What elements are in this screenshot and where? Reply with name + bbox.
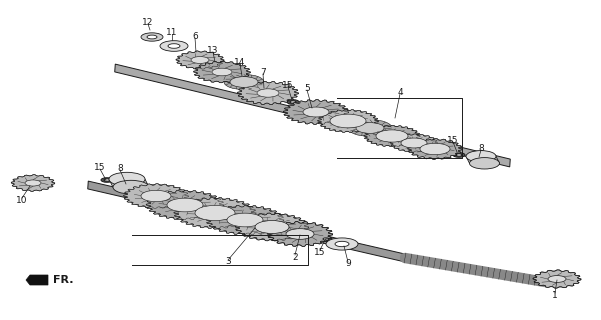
Ellipse shape: [209, 206, 281, 234]
Polygon shape: [267, 222, 333, 246]
Text: 9: 9: [345, 260, 351, 268]
Ellipse shape: [270, 223, 330, 245]
Ellipse shape: [257, 89, 279, 97]
Polygon shape: [176, 51, 224, 69]
Ellipse shape: [230, 77, 258, 87]
Text: 15: 15: [94, 163, 106, 172]
Text: 15: 15: [282, 81, 294, 90]
Ellipse shape: [303, 107, 329, 117]
Polygon shape: [318, 109, 378, 132]
Text: 11: 11: [166, 28, 178, 36]
Ellipse shape: [212, 68, 232, 76]
Ellipse shape: [326, 238, 358, 250]
Polygon shape: [194, 61, 251, 83]
Polygon shape: [364, 125, 420, 147]
Ellipse shape: [366, 126, 418, 146]
Text: 8: 8: [117, 164, 123, 172]
Polygon shape: [407, 139, 462, 159]
Text: 5: 5: [304, 84, 310, 92]
Polygon shape: [235, 213, 309, 241]
Ellipse shape: [320, 110, 376, 132]
Polygon shape: [466, 156, 499, 163]
Polygon shape: [206, 205, 284, 235]
Ellipse shape: [286, 229, 314, 239]
Ellipse shape: [195, 205, 235, 220]
Ellipse shape: [535, 271, 579, 287]
Ellipse shape: [356, 123, 384, 133]
Ellipse shape: [466, 151, 496, 162]
Polygon shape: [237, 81, 299, 105]
Ellipse shape: [286, 100, 346, 124]
Ellipse shape: [410, 140, 460, 158]
Ellipse shape: [238, 214, 306, 240]
Polygon shape: [88, 181, 405, 262]
Ellipse shape: [255, 220, 289, 234]
Ellipse shape: [178, 52, 222, 68]
Ellipse shape: [196, 62, 248, 82]
Polygon shape: [283, 100, 349, 124]
Polygon shape: [109, 179, 149, 187]
Ellipse shape: [323, 238, 329, 240]
Ellipse shape: [330, 114, 366, 128]
Text: 4: 4: [397, 87, 403, 97]
Ellipse shape: [160, 41, 188, 51]
Polygon shape: [11, 175, 55, 191]
Ellipse shape: [335, 241, 349, 247]
Text: 12: 12: [142, 18, 154, 27]
Text: 7: 7: [260, 68, 266, 76]
Ellipse shape: [177, 198, 253, 228]
Ellipse shape: [126, 185, 186, 207]
Polygon shape: [124, 184, 188, 208]
Ellipse shape: [104, 179, 110, 181]
Ellipse shape: [167, 198, 203, 212]
Polygon shape: [146, 190, 224, 220]
Polygon shape: [115, 64, 510, 167]
Ellipse shape: [453, 153, 465, 157]
Ellipse shape: [240, 82, 296, 104]
Ellipse shape: [168, 44, 180, 48]
Ellipse shape: [287, 100, 299, 104]
Text: 14: 14: [234, 58, 246, 67]
Text: 6: 6: [192, 31, 198, 41]
Text: 10: 10: [16, 196, 28, 204]
Text: 8: 8: [478, 143, 484, 153]
Polygon shape: [533, 270, 581, 288]
Ellipse shape: [13, 175, 53, 191]
Ellipse shape: [392, 135, 436, 151]
Ellipse shape: [224, 75, 264, 90]
Ellipse shape: [290, 101, 296, 103]
Ellipse shape: [320, 237, 332, 241]
Polygon shape: [26, 275, 48, 285]
Text: 1: 1: [552, 291, 558, 300]
Text: 13: 13: [207, 45, 219, 54]
Ellipse shape: [113, 180, 149, 194]
Ellipse shape: [469, 158, 499, 169]
Text: FR.: FR.: [53, 275, 73, 285]
Ellipse shape: [141, 33, 163, 41]
Ellipse shape: [401, 138, 427, 148]
Ellipse shape: [147, 35, 157, 39]
Ellipse shape: [191, 57, 209, 63]
Text: 2: 2: [292, 252, 298, 261]
Text: 3: 3: [225, 258, 231, 267]
Text: 15: 15: [314, 247, 326, 257]
Ellipse shape: [420, 143, 450, 155]
Ellipse shape: [141, 190, 171, 202]
Ellipse shape: [109, 172, 145, 186]
Text: 15: 15: [447, 135, 459, 145]
Ellipse shape: [348, 120, 392, 136]
Polygon shape: [174, 197, 256, 228]
Ellipse shape: [149, 191, 221, 219]
Ellipse shape: [227, 213, 263, 227]
Ellipse shape: [101, 178, 113, 182]
Polygon shape: [390, 134, 438, 152]
Ellipse shape: [25, 180, 41, 186]
Ellipse shape: [456, 154, 462, 156]
Ellipse shape: [548, 276, 566, 283]
Ellipse shape: [376, 130, 408, 142]
